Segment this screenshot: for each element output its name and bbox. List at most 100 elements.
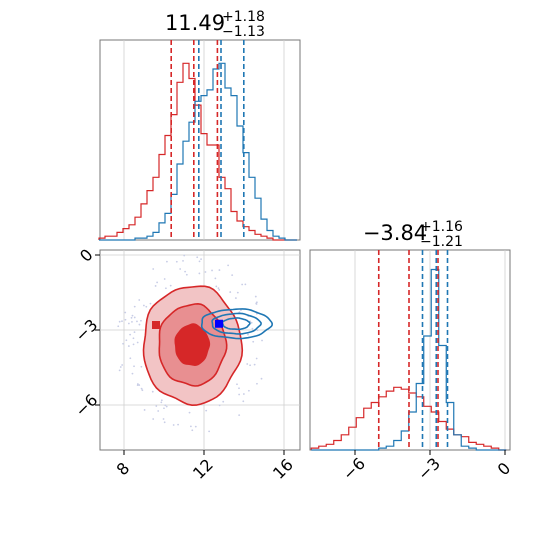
scatter-point: [205, 409, 208, 412]
scatter-point: [185, 273, 188, 276]
scatter-point: [121, 364, 124, 366]
hist-x-title-plus: +1.18: [222, 9, 265, 25]
scatter-point: [127, 322, 130, 325]
contour-ytick-label: −6: [71, 390, 101, 420]
scatter-point: [255, 357, 258, 360]
scatter-point: [256, 382, 258, 385]
scatter-point: [256, 329, 259, 332]
hist-x-title: 11.49: [165, 11, 225, 35]
scatter-point: [169, 284, 172, 287]
scatter-point: [204, 271, 207, 273]
scatter-point: [184, 270, 187, 273]
scatter-point: [154, 285, 157, 287]
scatter-point: [133, 316, 136, 319]
scatter-point: [242, 393, 245, 395]
contour-ytick-label: −3: [71, 315, 101, 345]
scatter-point: [188, 411, 191, 414]
scatter-point: [229, 291, 232, 293]
scatter-point: [260, 377, 263, 380]
truth-marker: [188, 346, 196, 354]
hist-panel-x: 11.49 +1.18 −1.13: [98, 9, 301, 241]
scatter-point: [132, 343, 135, 346]
scatter-point: [236, 383, 238, 386]
scatter-point: [247, 389, 250, 392]
scatter-point: [163, 421, 166, 424]
hist-y-xtick-label: 0: [494, 459, 515, 480]
scatter-point: [162, 418, 165, 420]
scatter-point: [247, 333, 249, 336]
scatter-point: [131, 372, 134, 375]
scatter-point: [249, 364, 251, 367]
scatter-point: [136, 384, 139, 387]
scatter-point: [198, 272, 201, 275]
contour-panel: 8 12 16 0 −3 −6: [71, 245, 301, 483]
hist-y-series-1: [311, 268, 507, 451]
scatter-point: [255, 303, 258, 305]
scatter-point: [136, 320, 138, 323]
scatter-point: [189, 425, 192, 428]
scatter-point: [238, 387, 240, 390]
scatter-point: [242, 400, 245, 403]
scatter-point: [244, 283, 247, 286]
hist-y-title-plus: +1.16: [420, 219, 463, 235]
scatter-point: [141, 389, 144, 392]
scatter-point: [191, 429, 194, 432]
hist-panel-y: −6 −3 0 −3.84 +1.16 −1.21: [309, 219, 515, 484]
scatter-point: [157, 410, 160, 412]
scatter-point: [218, 288, 221, 291]
hist-y-frame: [309, 249, 511, 451]
hist-y-xtick-label: −3: [414, 454, 444, 484]
scatter-point: [151, 390, 154, 393]
scatter-point: [227, 264, 230, 267]
scatter-point: [246, 363, 249, 365]
scatter-point: [177, 423, 179, 426]
hist-y-title-minus: −1.21: [420, 234, 463, 250]
scatter-point: [133, 305, 136, 308]
scatter-point: [143, 409, 146, 411]
contour-xtick-label: 12: [189, 455, 217, 483]
scatter-point: [125, 339, 128, 342]
scatter-point: [215, 285, 218, 288]
scatter-point: [164, 404, 167, 407]
scatter-point: [140, 319, 142, 322]
scatter-point: [131, 320, 133, 323]
scatter-point: [140, 387, 143, 390]
scatter-point: [124, 311, 127, 314]
scatter-point: [133, 331, 136, 333]
scatter-point: [131, 314, 134, 317]
hist-y-xtick-label: −6: [339, 454, 369, 484]
scatter-point: [138, 299, 141, 301]
scatter-point: [160, 399, 163, 402]
scatter-point: [165, 405, 168, 408]
contour-xtick-label: 8: [113, 459, 134, 480]
scatter-point: [156, 281, 159, 284]
scatter-point: [241, 283, 244, 286]
scatter-point: [218, 269, 221, 271]
scatter-point: [231, 274, 234, 277]
scatter-point: [238, 414, 241, 417]
scatter-point: [254, 295, 257, 298]
truth-marker: [215, 319, 223, 328]
scatter-point: [222, 400, 225, 403]
scatter-point: [160, 401, 163, 404]
hist-y-title: −3.84: [363, 221, 427, 245]
scatter-point: [208, 430, 211, 433]
scatter-point: [172, 424, 175, 426]
hist-x-series-0: [98, 62, 297, 241]
scatter-point: [238, 393, 241, 396]
truth-marker: [152, 321, 160, 329]
scatter-point: [136, 341, 139, 344]
scatter-point: [255, 301, 258, 304]
scatter-point: [234, 297, 237, 299]
scatter-point: [217, 287, 220, 290]
scatter-point: [118, 369, 121, 372]
scatter-point: [152, 418, 155, 420]
scatter-point: [145, 305, 148, 308]
hist-x-title-minus: −1.13: [222, 24, 265, 40]
contour-level-1-0: [200, 308, 274, 340]
scatter-point: [218, 404, 221, 407]
scatter-point: [179, 268, 182, 270]
scatter-point: [252, 340, 255, 343]
scatter-point: [152, 268, 155, 270]
scatter-point: [129, 357, 132, 360]
